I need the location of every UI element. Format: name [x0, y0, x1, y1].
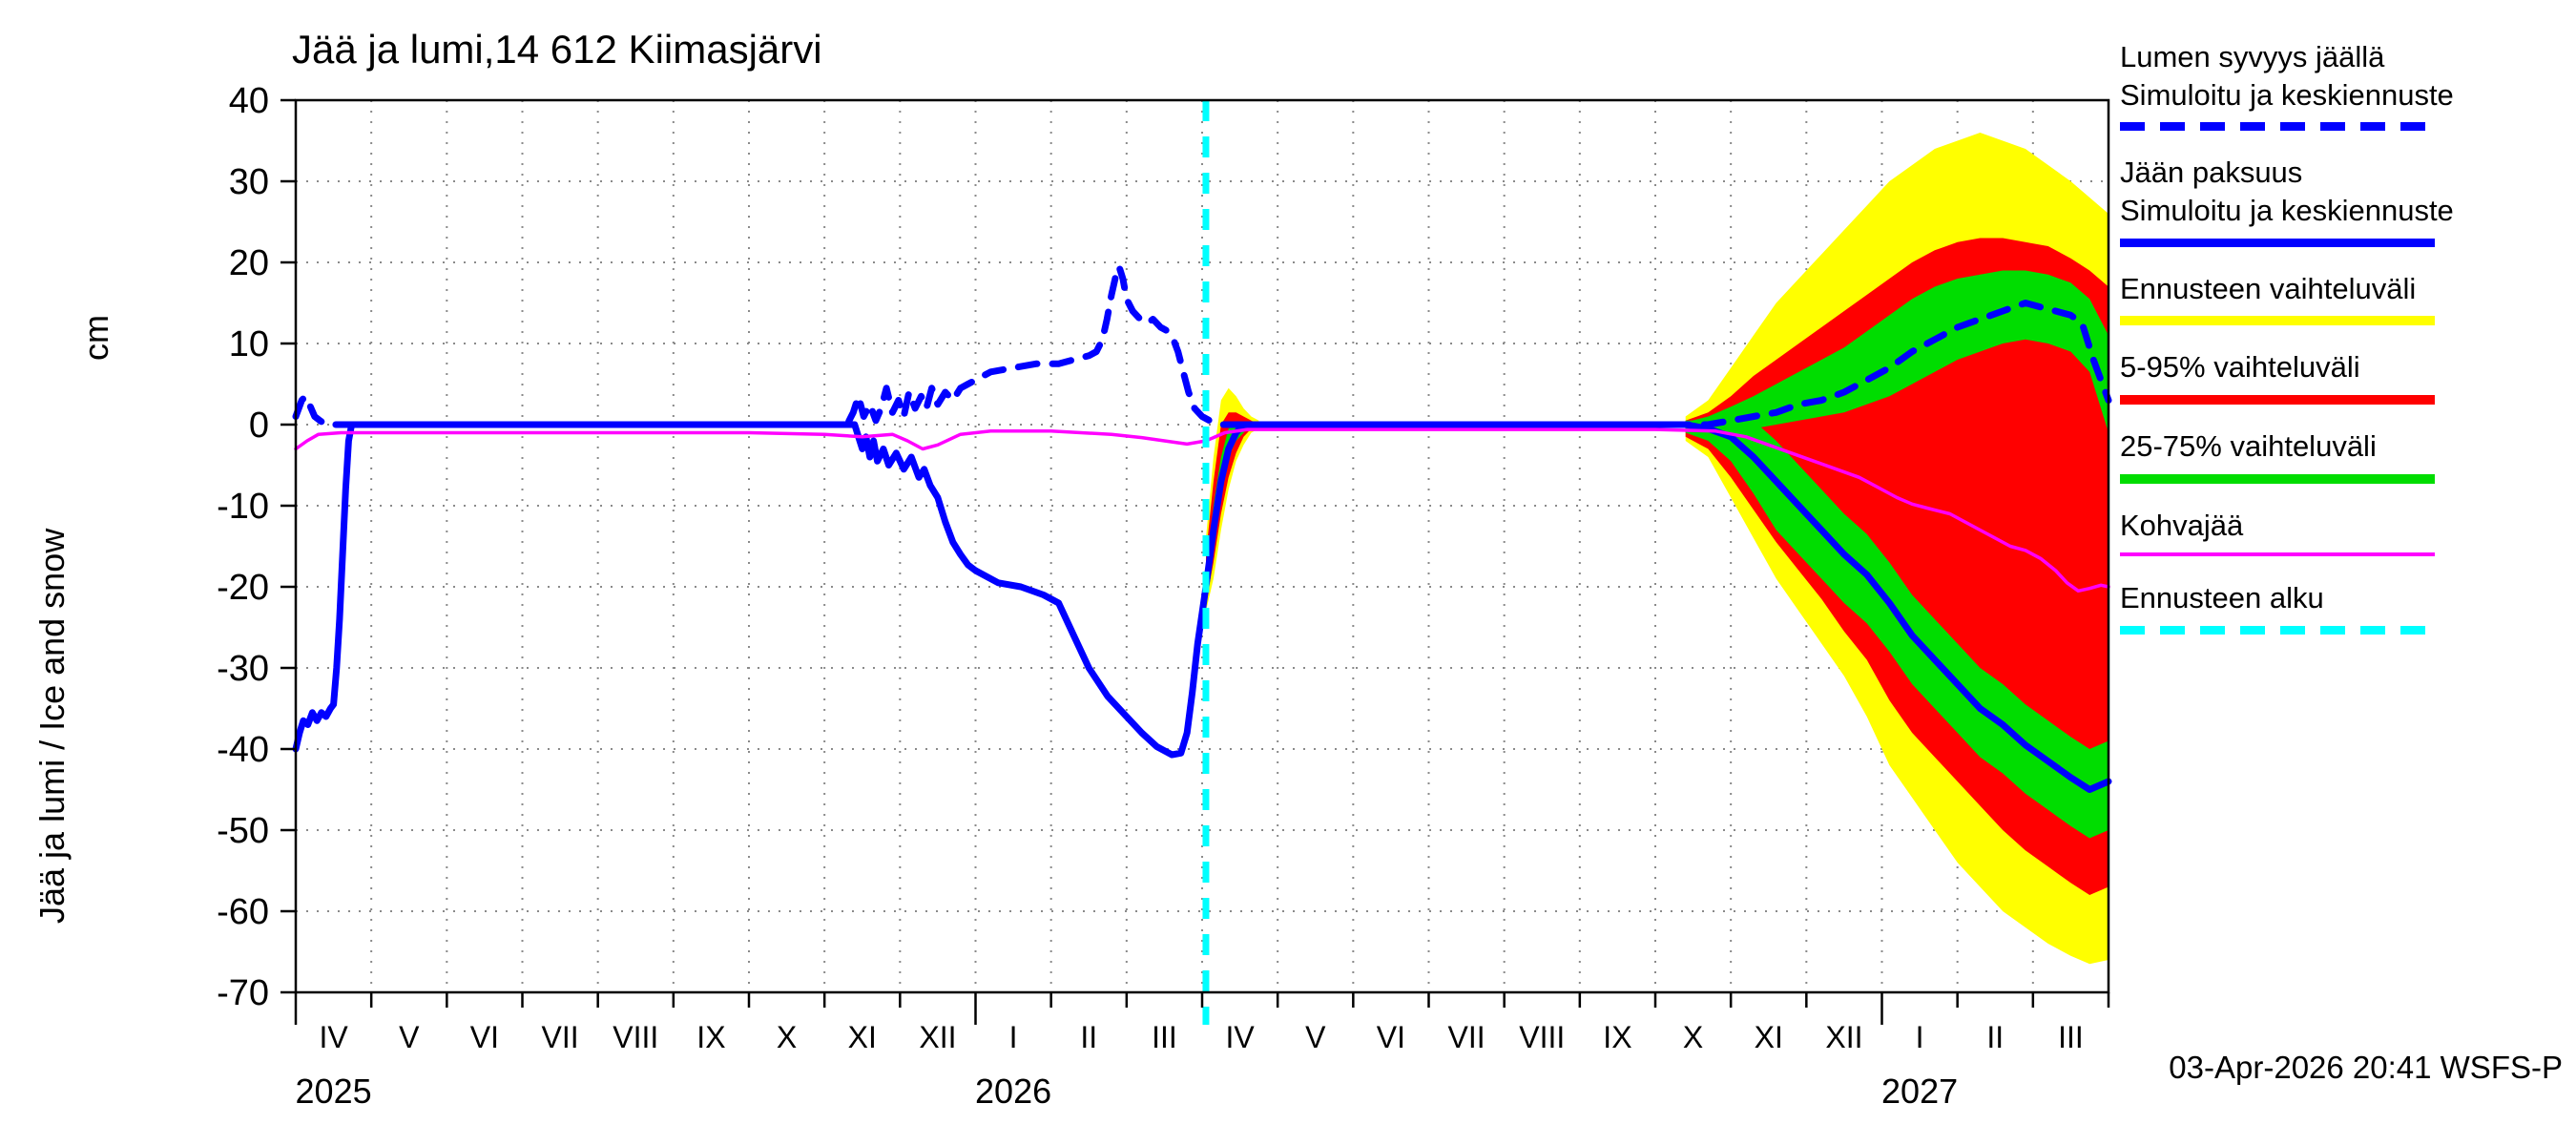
x-year-label: 2026 [975, 1072, 1051, 1111]
x-month-label: IV [319, 1020, 348, 1054]
y-tick-label: 0 [249, 406, 269, 446]
y-tick-label: -50 [217, 811, 269, 851]
legend-sample-line [2120, 122, 2435, 132]
legend-entry: 5-95% vaihteluväli [2120, 348, 2435, 406]
band-winter-25-75-green-ice [1685, 420, 2109, 839]
y-tick-label: -10 [217, 487, 269, 527]
y-axis-unit-label: cm [76, 315, 115, 361]
chart-title: Jää ja lumi,14 612 Kiimasjärvi [292, 27, 822, 72]
legend-label: Kohvajää [2120, 508, 2244, 542]
legend: Lumen syvyys jäällä Simuloitu ja keskienn… [2120, 38, 2454, 657]
y-tick-label: -60 [217, 892, 269, 932]
x-year-label: 2027 [1881, 1072, 1958, 1111]
x-month-label: X [1683, 1020, 1703, 1054]
x-year-label: 2025 [296, 1072, 372, 1111]
x-month-label: IV [1225, 1020, 1255, 1054]
legend-label: 25-75% vaihteluväli [2120, 429, 2377, 464]
y-tick-label: -20 [217, 568, 269, 608]
x-month-label: IX [696, 1020, 725, 1054]
y-tick-label: 30 [229, 162, 269, 202]
y-tick-label: 10 [229, 324, 269, 364]
x-month-label: V [1305, 1020, 1326, 1054]
legend-sample-line [2120, 552, 2435, 557]
x-month-label: XII [919, 1020, 956, 1054]
forecast-bands [1206, 133, 2109, 965]
y-tick-label: -30 [217, 649, 269, 689]
x-month-label: VIII [1519, 1020, 1565, 1054]
legend-label: Ennusteen vaihteluväli [2120, 271, 2417, 305]
x-month-label: II [1080, 1020, 1097, 1054]
legend-entry: Kohvajää [2120, 507, 2435, 557]
series-kohvajaa [294, 427, 2110, 593]
x-month-label: VII [1448, 1020, 1485, 1054]
x-month-label: I [1009, 1020, 1018, 1054]
legend-entry: Jään paksuus Simuloitu ja keskiennuste [2120, 154, 2454, 247]
legend-label: Simuloitu ja keskiennuste [2120, 77, 2454, 112]
legend-label: Jään paksuus [2120, 156, 2303, 190]
legend-label: 5-95% vaihteluväli [2120, 350, 2360, 385]
timestamp-label: 03-Apr-2026 20:41 WSFS-P [2169, 1050, 2563, 1085]
x-month-label: X [777, 1020, 797, 1054]
legend-sample-line [2120, 395, 2435, 406]
band-spring-5-95-red [1206, 412, 1259, 603]
legend-entry: Lumen syvyys jäällä Simuloitu ja keskienn… [2120, 38, 2454, 132]
x-month-label: VIII [613, 1020, 658, 1054]
x-month-label: XI [1755, 1020, 1783, 1054]
legend-entry: 25-75% vaihteluväli [2120, 427, 2435, 484]
legend-sample-line [2120, 238, 2435, 247]
series-ice-thickness [292, 421, 2112, 793]
x-month-label: XII [1825, 1020, 1862, 1054]
y-tick-label: -40 [217, 730, 269, 770]
x-month-label: XI [848, 1020, 877, 1054]
x-month-label: V [399, 1020, 420, 1054]
legend-sample-line [2120, 626, 2435, 635]
series-lines [292, 262, 2112, 793]
legend-sample-line [2120, 473, 2435, 484]
series-snow-depth-on-ice [292, 262, 2112, 428]
y-tick-label: 40 [229, 81, 269, 121]
legend-entry: Ennusteen vaihteluväli [2120, 270, 2435, 326]
gridlines [295, 99, 2109, 993]
x-month-label: VII [542, 1020, 579, 1054]
x-month-label: VI [1377, 1020, 1405, 1054]
y-axis-label: Jää ja lumi / Ice and snow [32, 528, 72, 924]
x-month-label: I [1916, 1020, 1924, 1054]
x-month-label: VI [470, 1020, 499, 1054]
x-month-label: III [1152, 1020, 1177, 1054]
y-tick-label: 20 [229, 243, 269, 283]
y-tick-label: -70 [217, 973, 269, 1013]
x-month-label: III [2058, 1020, 2084, 1054]
x-month-label: II [1986, 1020, 2004, 1054]
legend-entry: Ennusteen alku [2120, 579, 2435, 635]
legend-label: Simuloitu ja keskiennuste [2120, 194, 2454, 228]
legend-label: Lumen syvyys jäällä [2120, 40, 2385, 73]
legend-sample-line [2120, 316, 2435, 326]
legend-label: Ennusteen alku [2120, 581, 2324, 615]
x-month-label: IX [1603, 1020, 1631, 1054]
